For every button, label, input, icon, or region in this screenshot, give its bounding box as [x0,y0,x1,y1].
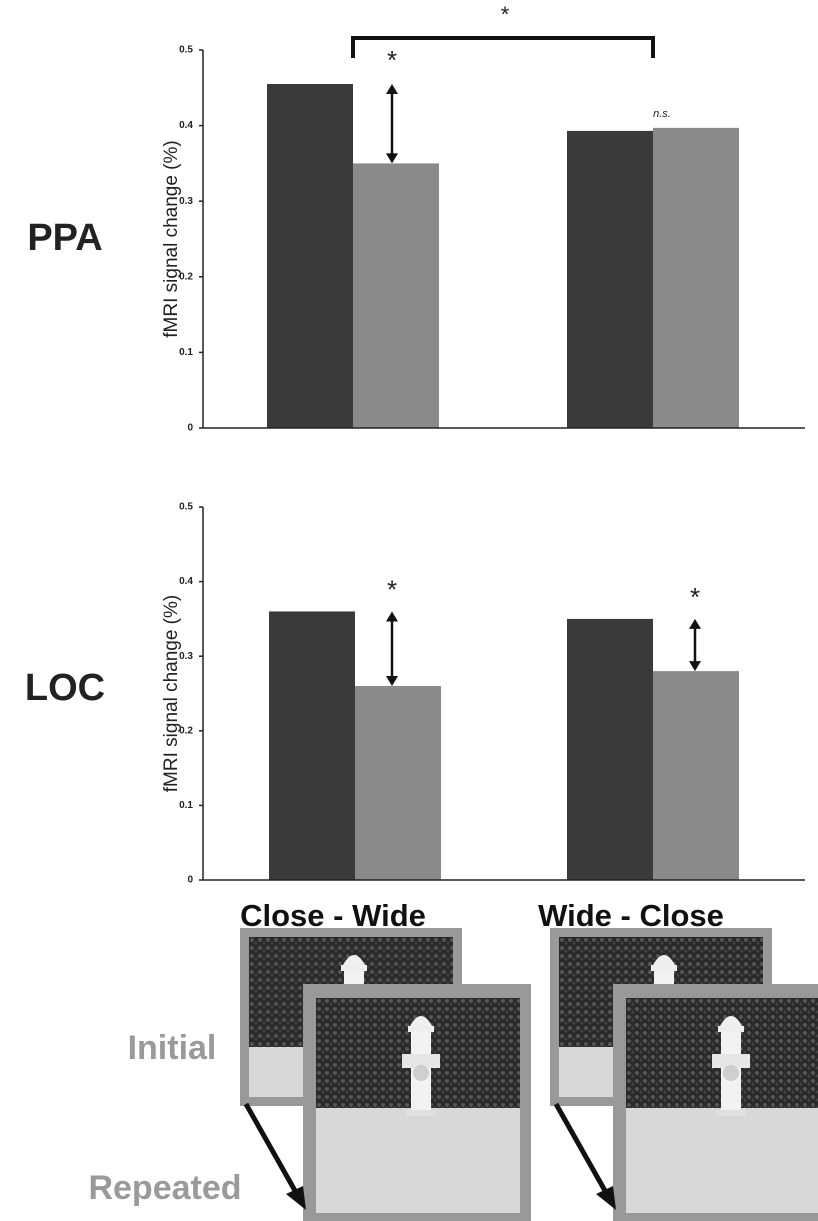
y-tick-label: 0.3 [179,196,193,207]
bar [267,84,353,428]
significance-bracket [353,38,653,58]
y-tick-label: 0.3 [179,651,193,662]
significance-marker: * [387,45,397,75]
bar [567,131,653,428]
significance-marker: * [501,2,510,27]
x-tick-label: Close - Wide [240,898,426,933]
y-tick-label: 0.2 [179,725,193,736]
y-tick-label: 0.4 [179,120,193,131]
y-tick-label: 0.4 [179,576,193,587]
bar [653,671,739,880]
figure: PPA LOC Initial Repeated fMRI signal cha… [0,0,818,1221]
bar [653,128,739,428]
region-label: PPA [27,217,102,259]
arrow-head [689,619,701,629]
significance-marker: n.s. [653,108,671,120]
y-tick-label: 0.5 [179,502,193,513]
arrow-head [386,611,398,621]
y-axis-label: fMRI signal change (%) [161,140,182,337]
arrow-head [386,676,398,686]
bar [355,686,441,880]
significance-marker: * [690,582,700,612]
y-tick-label: 0 [187,875,193,886]
arrow-head [689,661,701,671]
y-tick-label: 0 [187,423,193,434]
stimulus-label: Initial [128,1029,217,1067]
arrow-head [386,84,398,94]
bar [269,611,355,880]
stimulus-label: Repeated [88,1169,241,1207]
significance-marker: * [387,574,397,604]
y-tick-label: 0.5 [179,45,193,56]
bar [353,163,439,428]
y-tick-label: 0.1 [179,800,193,811]
y-tick-label: 0.1 [179,347,193,358]
y-axis-label: fMRI signal change (%) [161,595,182,792]
bar [567,619,653,880]
y-tick-label: 0.2 [179,271,193,282]
stimulus-images [240,928,818,1221]
x-tick-label: Wide - Close [538,898,724,933]
region-label: LOC [25,667,105,709]
arrow-head [386,153,398,163]
